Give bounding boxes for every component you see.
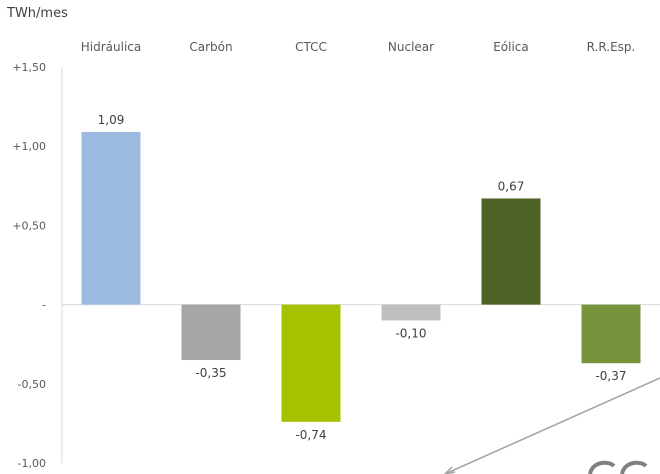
- data-label: -0,74: [295, 428, 326, 442]
- data-label: -0,35: [195, 366, 226, 380]
- y-tick-label: -0,50: [18, 378, 46, 391]
- decorative-arrow-head: [443, 466, 456, 474]
- y-tick-label: +0,50: [12, 219, 46, 232]
- bar-hidr-ulica: [81, 131, 141, 305]
- y-tick-label: +1,00: [12, 140, 46, 153]
- bars: [81, 131, 641, 422]
- bar-carb-n: [181, 304, 241, 361]
- category-label: Eólica: [493, 40, 529, 54]
- decorative-cropped-text: [588, 460, 648, 474]
- data-label: 1,09: [98, 113, 125, 127]
- decorative-overlay: [443, 377, 660, 474]
- category-label: Hidráulica: [81, 40, 142, 54]
- data-label: 0,67: [498, 179, 525, 193]
- data-label: -0,10: [395, 326, 426, 340]
- bar-ctcc: [281, 304, 341, 422]
- value-labels: 1,09 -0,35 -0,74 -0,10 0,67 -0,37: [98, 113, 627, 442]
- bar-r-r-esp-: [581, 304, 641, 364]
- bar-nuclear: [381, 304, 441, 321]
- y-axis: +1,50 +1,00 +0,50 - -0,50 -1,00: [12, 61, 63, 470]
- category-label: Nuclear: [388, 40, 434, 54]
- category-label: Carbón: [189, 40, 232, 54]
- y-tick-label: -: [42, 299, 46, 312]
- category-label: CTCC: [295, 40, 327, 54]
- category-labels: Hidráulica Carbón CTCC Nuclear Eólica R.R.Esp…: [81, 40, 636, 54]
- y-tick-label: +1,50: [12, 61, 46, 74]
- bar-e-lica: [481, 198, 541, 305]
- data-label: -0,37: [595, 369, 626, 383]
- unit-label: TWh/mes: [7, 6, 68, 21]
- y-tick-label: -1,00: [18, 457, 46, 470]
- category-label: R.R.Esp.: [587, 40, 636, 54]
- decorative-arrow-line: [444, 377, 660, 474]
